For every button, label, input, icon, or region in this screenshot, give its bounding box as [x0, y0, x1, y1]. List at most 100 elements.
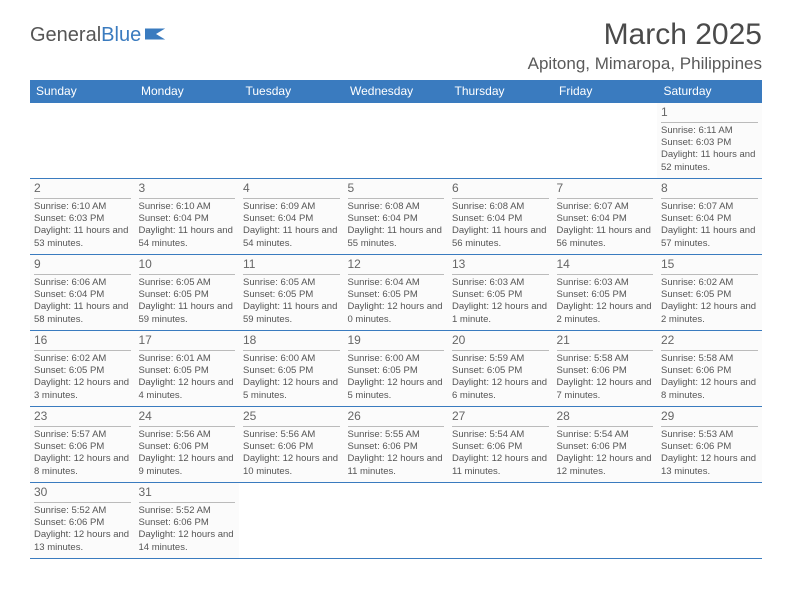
daylight-text: Daylight: 12 hours and 13 minutes. — [34, 529, 131, 554]
calendar-cell: 22Sunrise: 5:58 AMSunset: 6:06 PMDayligh… — [657, 331, 762, 407]
sunrise-text: Sunrise: 6:10 AM — [34, 201, 131, 213]
calendar-cell: 27Sunrise: 5:54 AMSunset: 6:06 PMDayligh… — [448, 407, 553, 483]
weekday-saturday: Saturday — [657, 80, 762, 103]
sunset-text: Sunset: 6:06 PM — [557, 441, 654, 453]
calendar-cell: 16Sunrise: 6:02 AMSunset: 6:05 PMDayligh… — [30, 331, 135, 407]
weekday-thursday: Thursday — [448, 80, 553, 103]
sunrise-text: Sunrise: 6:09 AM — [243, 201, 340, 213]
daylight-text: Daylight: 12 hours and 11 minutes. — [452, 453, 549, 478]
day-number: 26 — [348, 409, 445, 427]
weekday-friday: Friday — [553, 80, 658, 103]
calendar-cell: 11Sunrise: 6:05 AMSunset: 6:05 PMDayligh… — [239, 255, 344, 331]
day-number: 15 — [661, 257, 758, 275]
daylight-text: Daylight: 12 hours and 8 minutes. — [34, 453, 131, 478]
calendar-cell — [239, 483, 344, 559]
day-number: 6 — [452, 181, 549, 199]
day-number: 12 — [348, 257, 445, 275]
calendar-cell: 26 Sunrise: 5:55 AMSunset: 6:06 PMDayligh… — [344, 407, 449, 483]
logo-text-1: General — [30, 24, 101, 46]
day-number: 27 — [452, 409, 549, 427]
logo-text-2: Blue — [101, 24, 141, 46]
sunset-text: Sunset: 6:05 PM — [661, 289, 758, 301]
calendar-cell: 31Sunrise: 5:52 AMSunset: 6:06 PMDayligh… — [135, 483, 240, 559]
calendar-cell: 8Sunrise: 6:07 AMSunset: 6:04 PMDaylight… — [657, 179, 762, 255]
day-number: 29 — [661, 409, 758, 427]
day-number: 18 — [243, 333, 340, 351]
calendar-cell: 3Sunrise: 6:10 AMSunset: 6:04 PMDaylight… — [135, 179, 240, 255]
sunrise-text: Sunrise: 5:56 AM — [139, 429, 236, 441]
sunrise-text: Sunrise: 5:52 AM — [34, 505, 131, 517]
sunset-text: Sunset: 6:06 PM — [34, 441, 131, 453]
sunset-text: Sunset: 6:05 PM — [348, 365, 445, 377]
calendar-cell: 24Sunrise: 5:56 AMSunset: 6:06 PMDayligh… — [135, 407, 240, 483]
sunrise-text: Sunrise: 6:07 AM — [557, 201, 654, 213]
sunrise-text: Sunrise: 6:05 AM — [139, 277, 236, 289]
day-number: 14 — [557, 257, 654, 275]
calendar-cell — [657, 483, 762, 559]
calendar-cell: 2Sunrise: 6:10 AMSunset: 6:03 PMDaylight… — [30, 179, 135, 255]
flag-icon — [145, 26, 167, 42]
sunset-text: Sunset: 6:05 PM — [34, 365, 131, 377]
day-number: 2 — [34, 181, 131, 199]
sunset-text: Sunset: 6:04 PM — [557, 213, 654, 225]
calendar-cell: 23Sunrise: 5:57 AMSunset: 6:06 PMDayligh… — [30, 407, 135, 483]
day-number: 5 — [348, 181, 445, 199]
sunset-text: Sunset: 6:04 PM — [243, 213, 340, 225]
calendar-cell: 19Sunrise: 6:00 AMSunset: 6:05 PMDayligh… — [344, 331, 449, 407]
calendar-cell: 29Sunrise: 5:53 AMSunset: 6:06 PMDayligh… — [657, 407, 762, 483]
daylight-text: Daylight: 12 hours and 1 minute. — [452, 301, 549, 326]
daylight-text: Daylight: 12 hours and 6 minutes. — [452, 377, 549, 402]
calendar-cell: 14Sunrise: 6:03 AMSunset: 6:05 PMDayligh… — [553, 255, 658, 331]
day-number: 21 — [557, 333, 654, 351]
calendar-week-row: 9Sunrise: 6:06 AMSunset: 6:04 PMDaylight… — [30, 255, 762, 331]
day-number: 28 — [557, 409, 654, 427]
sunrise-text: Sunrise: 5:58 AM — [557, 353, 654, 365]
daylight-text: Daylight: 12 hours and 7 minutes. — [557, 377, 654, 402]
day-number: 7 — [557, 181, 654, 199]
daylight-text: Daylight: 11 hours and 54 minutes. — [139, 225, 236, 250]
day-number: 4 — [243, 181, 340, 199]
daylight-text: Daylight: 12 hours and 14 minutes. — [139, 529, 236, 554]
calendar-cell: 12Sunrise: 6:04 AMSunset: 6:05 PMDayligh… — [344, 255, 449, 331]
day-number: 8 — [661, 181, 758, 199]
sunset-text: Sunset: 6:05 PM — [557, 289, 654, 301]
calendar-cell: 30Sunrise: 5:52 AMSunset: 6:06 PMDayligh… — [30, 483, 135, 559]
calendar-cell — [553, 483, 658, 559]
sunset-text: Sunset: 6:06 PM — [348, 441, 445, 453]
sunrise-text: Sunrise: 5:55 AM — [348, 429, 445, 441]
sunrise-text: Sunrise: 5:53 AM — [661, 429, 758, 441]
daylight-text: Daylight: 12 hours and 5 minutes. — [348, 377, 445, 402]
sunrise-text: Sunrise: 5:57 AM — [34, 429, 131, 441]
weekday-tuesday: Tuesday — [239, 80, 344, 103]
daylight-text: Daylight: 12 hours and 12 minutes. — [557, 453, 654, 478]
sunrise-text: Sunrise: 6:06 AM — [34, 277, 131, 289]
sunrise-text: Sunrise: 6:07 AM — [661, 201, 758, 213]
calendar-cell: 10Sunrise: 6:05 AMSunset: 6:05 PMDayligh… — [135, 255, 240, 331]
sunset-text: Sunset: 6:05 PM — [452, 289, 549, 301]
calendar-cell: 7 Sunrise: 6:07 AMSunset: 6:04 PMDaylight… — [553, 179, 658, 255]
sunset-text: Sunset: 6:03 PM — [661, 137, 758, 149]
calendar-cell — [30, 103, 135, 179]
sunrise-text: Sunrise: 6:02 AM — [34, 353, 131, 365]
sunrise-text: Sunrise: 5:58 AM — [661, 353, 758, 365]
calendar-cell: 13Sunrise: 6:03 AMSunset: 6:05 PMDayligh… — [448, 255, 553, 331]
calendar-cell: 5Sunrise: 6:08 AMSunset: 6:04 PMDaylight… — [344, 179, 449, 255]
sunset-text: Sunset: 6:05 PM — [243, 365, 340, 377]
calendar-cell: 4Sunrise: 6:09 AMSunset: 6:04 PMDaylight… — [239, 179, 344, 255]
daylight-text: Daylight: 11 hours and 52 minutes. — [661, 149, 758, 174]
sunset-text: Sunset: 6:04 PM — [348, 213, 445, 225]
daylight-text: Daylight: 11 hours and 56 minutes. — [557, 225, 654, 250]
sunrise-text: Sunrise: 6:01 AM — [139, 353, 236, 365]
daylight-text: Daylight: 12 hours and 10 minutes. — [243, 453, 340, 478]
daylight-text: Daylight: 12 hours and 4 minutes. — [139, 377, 236, 402]
sunrise-text: Sunrise: 6:03 AM — [452, 277, 549, 289]
calendar-cell: 20Sunrise: 5:59 AMSunset: 6:05 PMDayligh… — [448, 331, 553, 407]
daylight-text: Daylight: 12 hours and 11 minutes. — [348, 453, 445, 478]
calendar-cell: 21Sunrise: 5:58 AMSunset: 6:06 PMDayligh… — [553, 331, 658, 407]
daylight-text: Daylight: 12 hours and 5 minutes. — [243, 377, 340, 402]
sunrise-text: Sunrise: 6:10 AM — [139, 201, 236, 213]
sunrise-text: Sunrise: 6:00 AM — [243, 353, 340, 365]
daylight-text: Daylight: 12 hours and 3 minutes. — [34, 377, 131, 402]
daylight-text: Daylight: 11 hours and 55 minutes. — [348, 225, 445, 250]
day-number: 20 — [452, 333, 549, 351]
